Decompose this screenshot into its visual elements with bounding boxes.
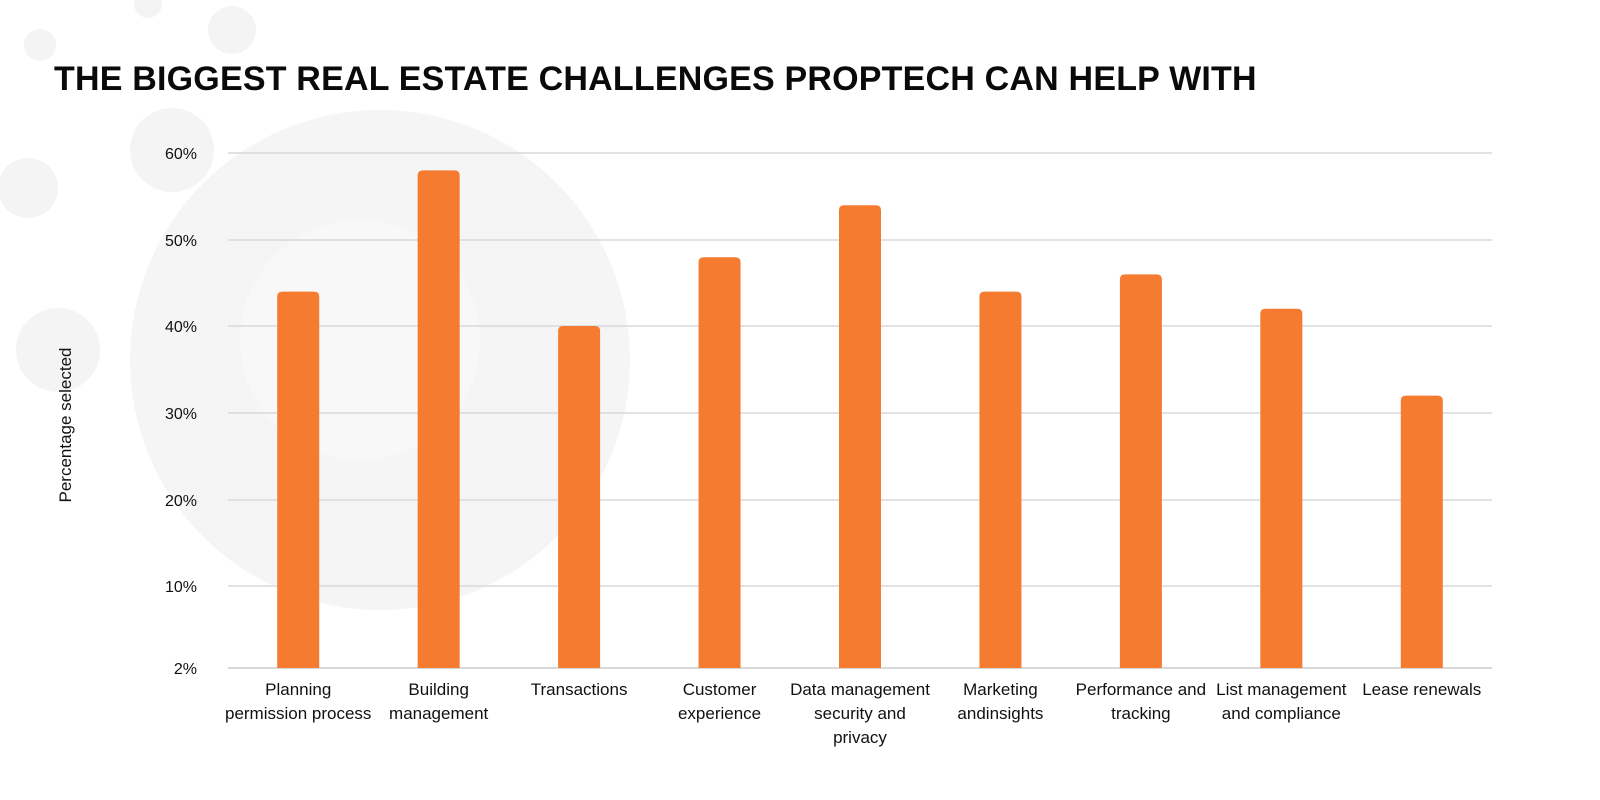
chart-title: THE BIGGEST REAL ESTATE CHALLENGES PROPT… bbox=[54, 60, 1257, 98]
bar bbox=[839, 205, 881, 668]
y-tick-label: 10% bbox=[165, 579, 197, 596]
x-tick-label: Marketing andinsights bbox=[957, 680, 1044, 723]
y-axis-label: Percentage selected bbox=[56, 347, 75, 503]
y-tick-label: 2% bbox=[174, 661, 197, 678]
bar bbox=[558, 326, 601, 668]
bar bbox=[277, 291, 320, 668]
bar bbox=[698, 257, 741, 668]
x-tick-label: Performance and tracking bbox=[1075, 680, 1207, 723]
bar bbox=[979, 291, 1022, 668]
bar bbox=[1260, 308, 1303, 668]
bar bbox=[417, 170, 460, 668]
x-tick-label: Planning permission process bbox=[224, 680, 372, 723]
bar bbox=[1119, 274, 1162, 668]
x-tick-label: Data management security and privacy bbox=[790, 680, 930, 747]
x-tick-label: Transactions bbox=[530, 680, 628, 699]
y-tick-label: 40% bbox=[165, 319, 197, 336]
x-tick-label: Building management bbox=[389, 680, 489, 723]
y-tick-label: 60% bbox=[165, 146, 197, 163]
x-tick-label: List management and compliance bbox=[1216, 680, 1347, 723]
bar bbox=[1400, 395, 1443, 668]
y-tick-label: 30% bbox=[165, 406, 197, 423]
y-tick-label: 50% bbox=[165, 233, 197, 250]
y-tick-label: 20% bbox=[165, 493, 197, 510]
x-tick-label: Customer experience bbox=[677, 680, 762, 723]
x-tick-label: Lease renewals bbox=[1362, 680, 1482, 699]
